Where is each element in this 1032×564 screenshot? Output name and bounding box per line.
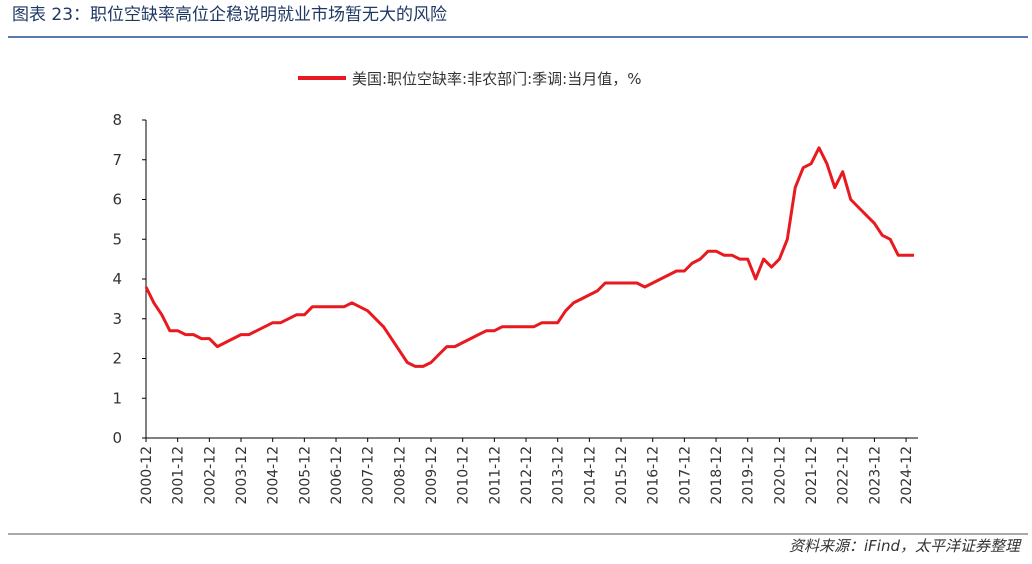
x-tick-label: 2015-12 <box>614 446 630 505</box>
x-tick-label: 2008-12 <box>392 446 408 505</box>
y-tick-label: 0 <box>112 429 122 447</box>
x-tick-label: 2017-12 <box>677 446 693 505</box>
x-tick-label: 2011-12 <box>487 446 503 505</box>
x-tick-label: 2019-12 <box>741 446 757 505</box>
y-tick-label: 4 <box>112 270 122 288</box>
x-tick-label: 2009-12 <box>424 446 440 505</box>
chart-title: 图表 23：职位空缺率高位企稳说明就业市场暂无大的风险 <box>12 5 447 25</box>
x-tick-label: 2012-12 <box>519 446 535 505</box>
x-tick-label: 2023-12 <box>867 446 883 505</box>
x-tick-label: 2004-12 <box>266 446 282 505</box>
x-tick-label: 2021-12 <box>804 446 820 505</box>
x-tick-label: 2014-12 <box>582 446 598 505</box>
x-tick-label: 2016-12 <box>646 446 662 505</box>
x-tick-label: 2005-12 <box>297 446 313 505</box>
y-tick-label: 8 <box>112 111 122 129</box>
y-tick-label: 7 <box>112 151 122 169</box>
x-tick-label: 2000-12 <box>139 446 155 505</box>
x-tick-label: 2022-12 <box>836 446 852 505</box>
x-tick-label: 2013-12 <box>551 446 567 505</box>
x-tick-label: 2002-12 <box>202 446 218 505</box>
legend-label: 美国:职位空缺率:非农部门:季调:当月值，% <box>352 70 641 88</box>
y-tick-label: 6 <box>112 191 122 209</box>
x-tick-label: 2007-12 <box>361 446 377 505</box>
y-tick-label: 2 <box>112 350 122 368</box>
x-tick-label: 2003-12 <box>234 446 250 505</box>
y-tick-label: 1 <box>112 389 122 407</box>
x-tick-label: 2020-12 <box>772 446 788 505</box>
x-tick-label: 2010-12 <box>456 446 472 505</box>
x-tick-label: 2018-12 <box>709 446 725 505</box>
source: 资料来源：iFind，太平洋证券整理 <box>789 537 1022 555</box>
x-tick-label: 2006-12 <box>329 446 345 505</box>
y-tick-label: 3 <box>112 310 122 328</box>
x-tick-label: 2001-12 <box>171 446 187 505</box>
y-tick-label: 5 <box>112 230 122 248</box>
series-line <box>144 146 914 368</box>
x-tick-label: 2024-12 <box>899 446 915 505</box>
